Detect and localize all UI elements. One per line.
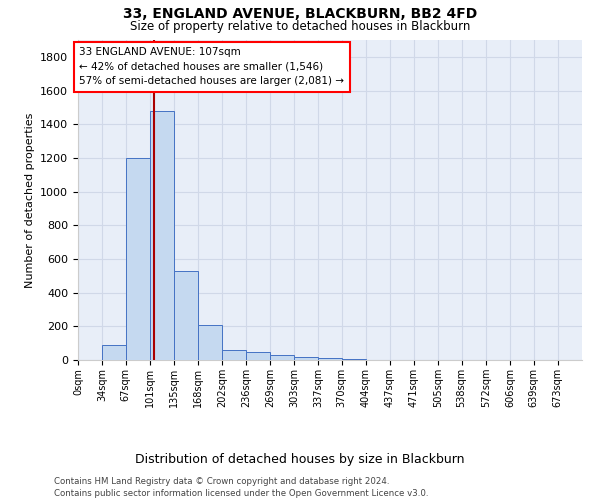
Bar xyxy=(150,110,174,360)
Text: 33 ENGLAND AVENUE: 107sqm
← 42% of detached houses are smaller (1,546)
57% of se: 33 ENGLAND AVENUE: 107sqm ← 42% of detac… xyxy=(79,46,344,86)
Bar xyxy=(294,356,318,360)
Bar xyxy=(126,158,150,360)
Text: Contains HM Land Registry data © Crown copyright and database right 2024.: Contains HM Land Registry data © Crown c… xyxy=(54,478,389,486)
Bar xyxy=(342,359,366,360)
Y-axis label: Number of detached properties: Number of detached properties xyxy=(25,112,35,288)
Bar xyxy=(222,350,246,360)
Text: Size of property relative to detached houses in Blackburn: Size of property relative to detached ho… xyxy=(130,20,470,33)
Bar xyxy=(102,345,126,360)
Text: Distribution of detached houses by size in Blackburn: Distribution of detached houses by size … xyxy=(135,452,465,466)
Bar xyxy=(174,270,198,360)
Bar xyxy=(318,358,342,360)
Text: Contains public sector information licensed under the Open Government Licence v3: Contains public sector information licen… xyxy=(54,489,428,498)
Bar xyxy=(246,352,270,360)
Text: 33, ENGLAND AVENUE, BLACKBURN, BB2 4FD: 33, ENGLAND AVENUE, BLACKBURN, BB2 4FD xyxy=(123,8,477,22)
Bar xyxy=(270,355,294,360)
Bar xyxy=(198,326,222,360)
